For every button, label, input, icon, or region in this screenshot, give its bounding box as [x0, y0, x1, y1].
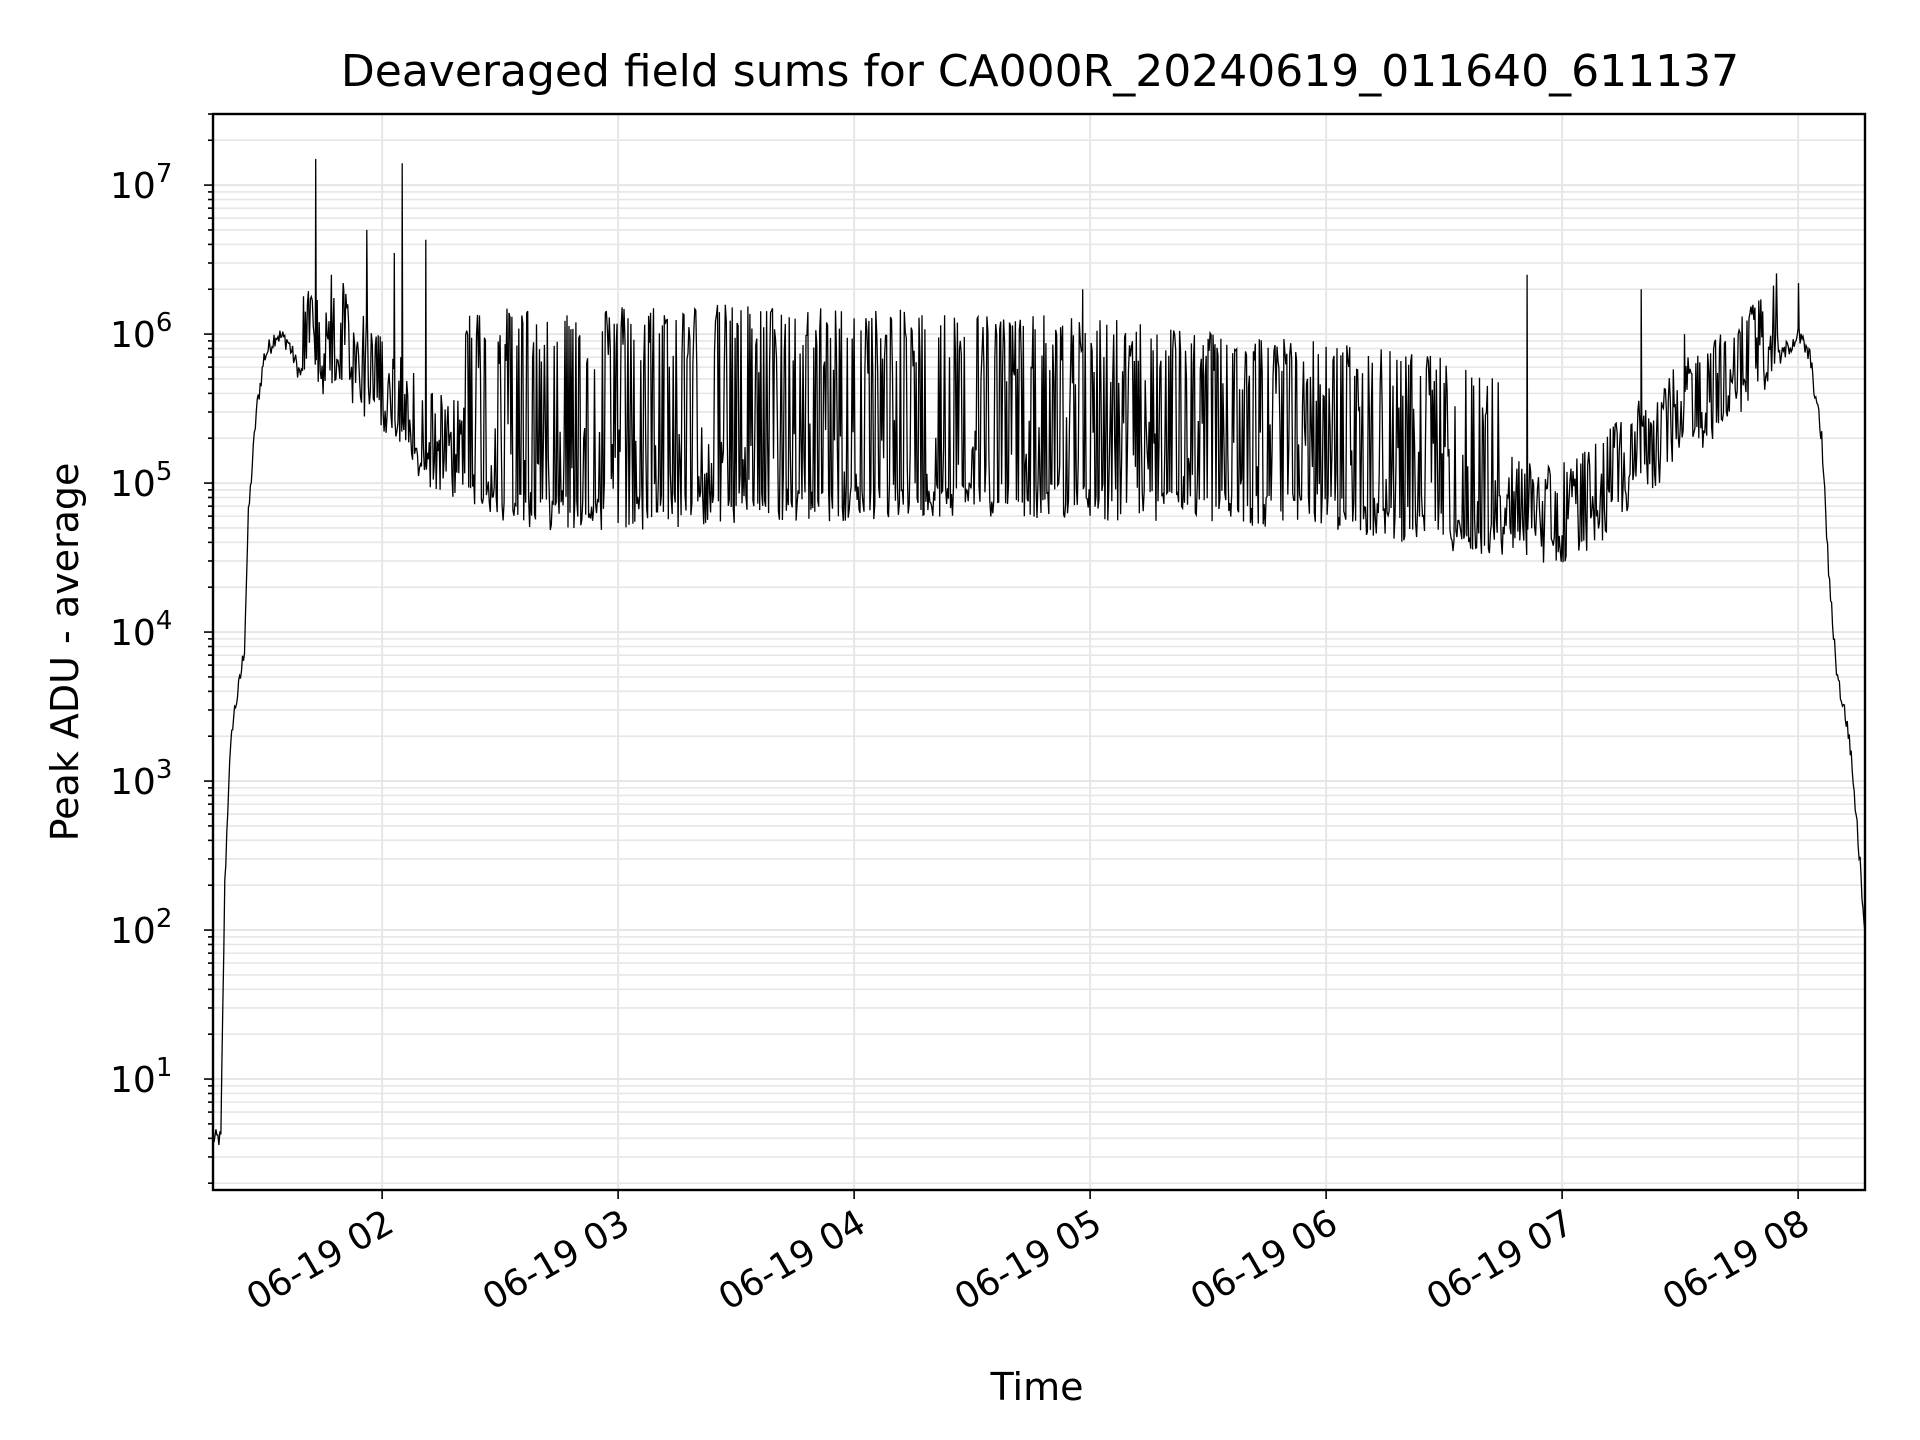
y-tick-label: 103 [110, 755, 172, 803]
chart-title: Deaveraged field sums for CA000R_2024061… [341, 46, 1739, 97]
series-line [212, 158, 1866, 1146]
x-axis-label: Time [990, 1365, 1084, 1409]
y-tick-label: 107 [110, 159, 172, 207]
y-axis: 101 102 103 104 105 106 107 [110, 113, 213, 1184]
y-tick-label: 106 [110, 308, 172, 356]
y-tick-label: 102 [110, 904, 172, 952]
y-tick-label: 104 [110, 606, 172, 654]
y-tick-label: 105 [110, 457, 172, 505]
grid [213, 113, 1865, 1190]
y-axis-label: Peak ADU - average [43, 463, 87, 842]
y-tick-label: 101 [110, 1053, 172, 1101]
plot-frame [211, 112, 1867, 1192]
plot-area [212, 158, 1866, 1146]
